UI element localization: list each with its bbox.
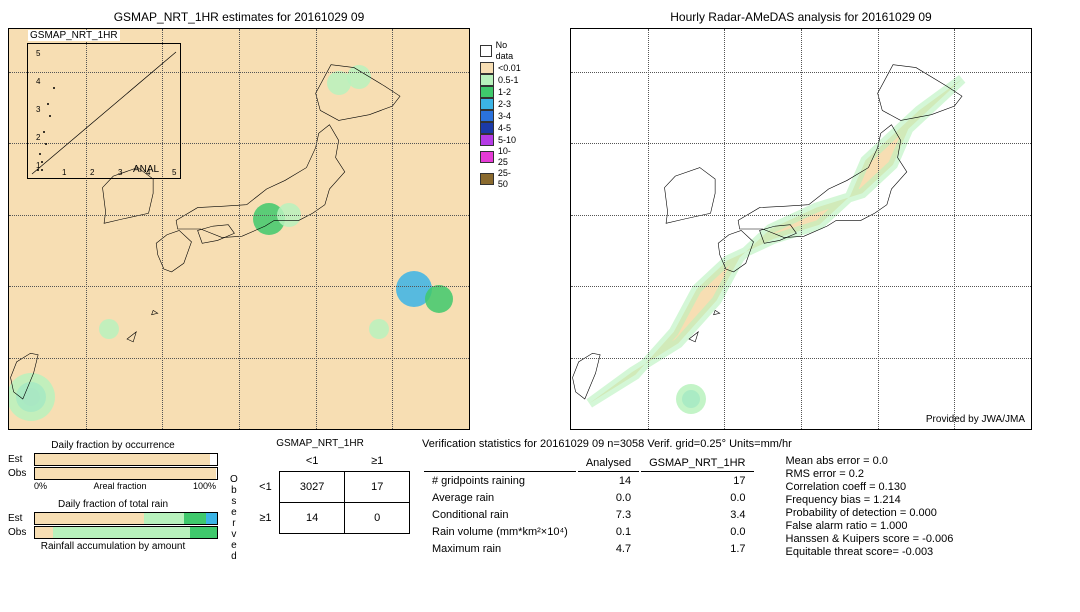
axis-100: 100% [193,481,216,491]
right-map-title: Hourly Radar-AMeDAS analysis for 2016102… [570,10,1032,24]
svg-text:2: 2 [36,133,41,142]
bar-row: Est [8,453,218,466]
stat-line: Correlation coeff = 0.130 [786,481,954,493]
legend-item: 0.5-1 [480,74,521,86]
axis-label: Areal fraction [93,481,146,491]
stats-list: Mean abs error = 0.0RMS error = 0.2Corre… [786,454,954,559]
map-credit: Provided by JWA/JMA [926,414,1025,425]
left-map-title: GSMAP_NRT_1HR estimates for 20161029 09 [8,10,470,24]
bar-row: Est [8,512,218,525]
svg-text:1: 1 [62,168,67,177]
legend-item: <0.01 [480,62,521,74]
anal-label: ANAL [133,164,160,175]
ct-col-0: <1 [279,451,345,472]
svg-text:4: 4 [36,77,41,86]
stat-line: False alarm ratio = 1.000 [786,520,954,532]
stat-line: Equitable threat score= -0.003 [786,546,954,558]
left-map-frame: GSMAP_NRT_1HR 5 4 3 2 1 1 2 3 4 5 ANAL [8,28,470,430]
stat-line: Probability of detection = 0.000 [786,507,954,519]
bar-row: Obs [8,526,218,539]
verif-row: Conditional rain7.33.4 [424,508,754,523]
stat-line: RMS error = 0.2 [786,468,954,480]
ct-row-1: ≥1 [252,503,279,534]
color-legend: No data<0.010.5-11-22-33-44-55-1010-2525… [480,40,521,190]
svg-text:3: 3 [36,105,41,114]
inset-box: GSMAP_NRT_1HR 5 4 3 2 1 1 2 3 4 5 ANAL [27,43,181,179]
stat-line: Mean abs error = 0.0 [786,455,954,467]
observed-label: Observed [230,474,238,562]
legend-item: 10-25 [480,146,521,168]
svg-text:5: 5 [172,168,177,177]
svg-text:3: 3 [118,168,123,177]
totalrain-footer: Rainfall accumulation by amount [8,541,218,552]
verification-table: AnalysedGSMAP_NRT_1HR # gridpoints raini… [422,454,756,559]
contingency-column: GSMAP_NRT_1HR Observed <1≥1 <1302717 ≥11… [230,438,410,559]
verification-title: Verification statistics for 20161029 09 … [422,438,1072,450]
right-map-frame: Provided by JWA/JMA 25303540451251301351… [570,28,1032,430]
ct-cell: 14 [279,503,345,534]
legend-item: 2-3 [480,98,521,110]
inset-label: GSMAP_NRT_1HR [28,30,120,41]
svg-text:2: 2 [90,168,95,177]
svg-text:1: 1 [36,161,41,170]
verif-row: # gridpoints raining1417 [424,474,754,489]
verif-row: Average rain0.00.0 [424,491,754,506]
legend-item: No data [480,40,521,62]
verif-row: Rain volume (mm*km²×10⁴)0.10.0 [424,525,754,540]
vt-col-1: GSMAP_NRT_1HR [641,456,753,472]
legend-item: 3-4 [480,110,521,122]
left-map-panel: GSMAP_NRT_1HR estimates for 20161029 09 … [8,8,470,430]
axis-0: 0% [34,481,47,491]
ct-cell: 17 [345,472,410,503]
totalrain-title: Daily fraction of total rain [8,499,218,510]
occurrence-title: Daily fraction by occurrence [8,440,218,451]
verif-row: Maximum rain4.71.7 [424,542,754,557]
vt-col-0: Analysed [578,456,639,472]
ct-cell: 3027 [279,472,345,503]
ct-col-1: ≥1 [345,451,410,472]
legend-item: 1-2 [480,86,521,98]
svg-text:5: 5 [36,49,41,58]
legend-item: 25-50 [480,168,521,190]
bars-column: Daily fraction by occurrence EstObs 0% A… [8,438,218,559]
legend-item: 4-5 [480,122,521,134]
legend-item: 5-10 [480,134,521,146]
bar-row: Obs [8,467,218,480]
ct-row-0: <1 [252,472,279,503]
stat-line: Frequency bias = 1.214 [786,494,954,506]
verification-column: Verification statistics for 20161029 09 … [422,438,1072,559]
contingency-table: <1≥1 <1302717 ≥1140 [252,451,410,534]
contingency-title: GSMAP_NRT_1HR [230,438,410,449]
right-map-panel: Hourly Radar-AMeDAS analysis for 2016102… [570,8,1032,430]
ct-cell: 0 [345,503,410,534]
stat-line: Hanssen & Kuipers score = -0.006 [786,533,954,545]
